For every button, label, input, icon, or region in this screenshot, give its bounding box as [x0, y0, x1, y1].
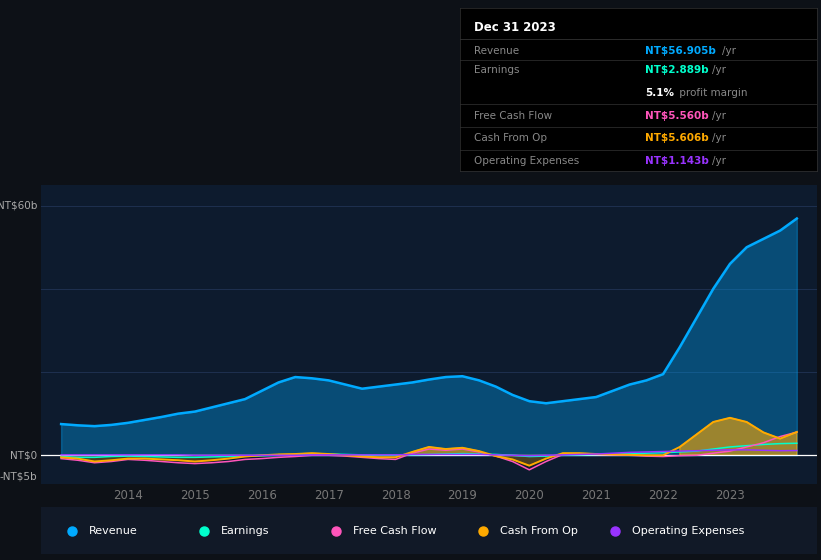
Text: Operating Expenses: Operating Expenses — [632, 526, 745, 535]
Text: profit margin: profit margin — [676, 88, 747, 98]
Text: Dec 31 2023: Dec 31 2023 — [474, 21, 556, 34]
Text: NT$56.905b: NT$56.905b — [645, 45, 717, 55]
Text: Revenue: Revenue — [89, 526, 138, 535]
Text: Earnings: Earnings — [474, 65, 520, 75]
Text: Cash From Op: Cash From Op — [474, 133, 547, 143]
Text: Cash From Op: Cash From Op — [500, 526, 578, 535]
Text: /yr: /yr — [712, 133, 726, 143]
Text: Operating Expenses: Operating Expenses — [474, 156, 580, 166]
Text: 5.1%: 5.1% — [645, 88, 675, 98]
Text: NT$1.143b: NT$1.143b — [645, 156, 709, 166]
Text: Revenue: Revenue — [474, 45, 519, 55]
Text: NT$2.889b: NT$2.889b — [645, 65, 709, 75]
Text: NT$5.560b: NT$5.560b — [645, 110, 709, 120]
Text: NT$5.606b: NT$5.606b — [645, 133, 709, 143]
Text: /yr: /yr — [712, 110, 726, 120]
Text: /yr: /yr — [712, 156, 726, 166]
Text: NT$60b: NT$60b — [0, 200, 37, 211]
Text: -NT$5b: -NT$5b — [0, 471, 37, 481]
Text: /yr: /yr — [712, 65, 726, 75]
Text: /yr: /yr — [722, 45, 736, 55]
Text: Free Cash Flow: Free Cash Flow — [353, 526, 437, 535]
Text: Earnings: Earnings — [221, 526, 269, 535]
Text: NT$0: NT$0 — [10, 450, 37, 460]
Text: Free Cash Flow: Free Cash Flow — [474, 110, 553, 120]
